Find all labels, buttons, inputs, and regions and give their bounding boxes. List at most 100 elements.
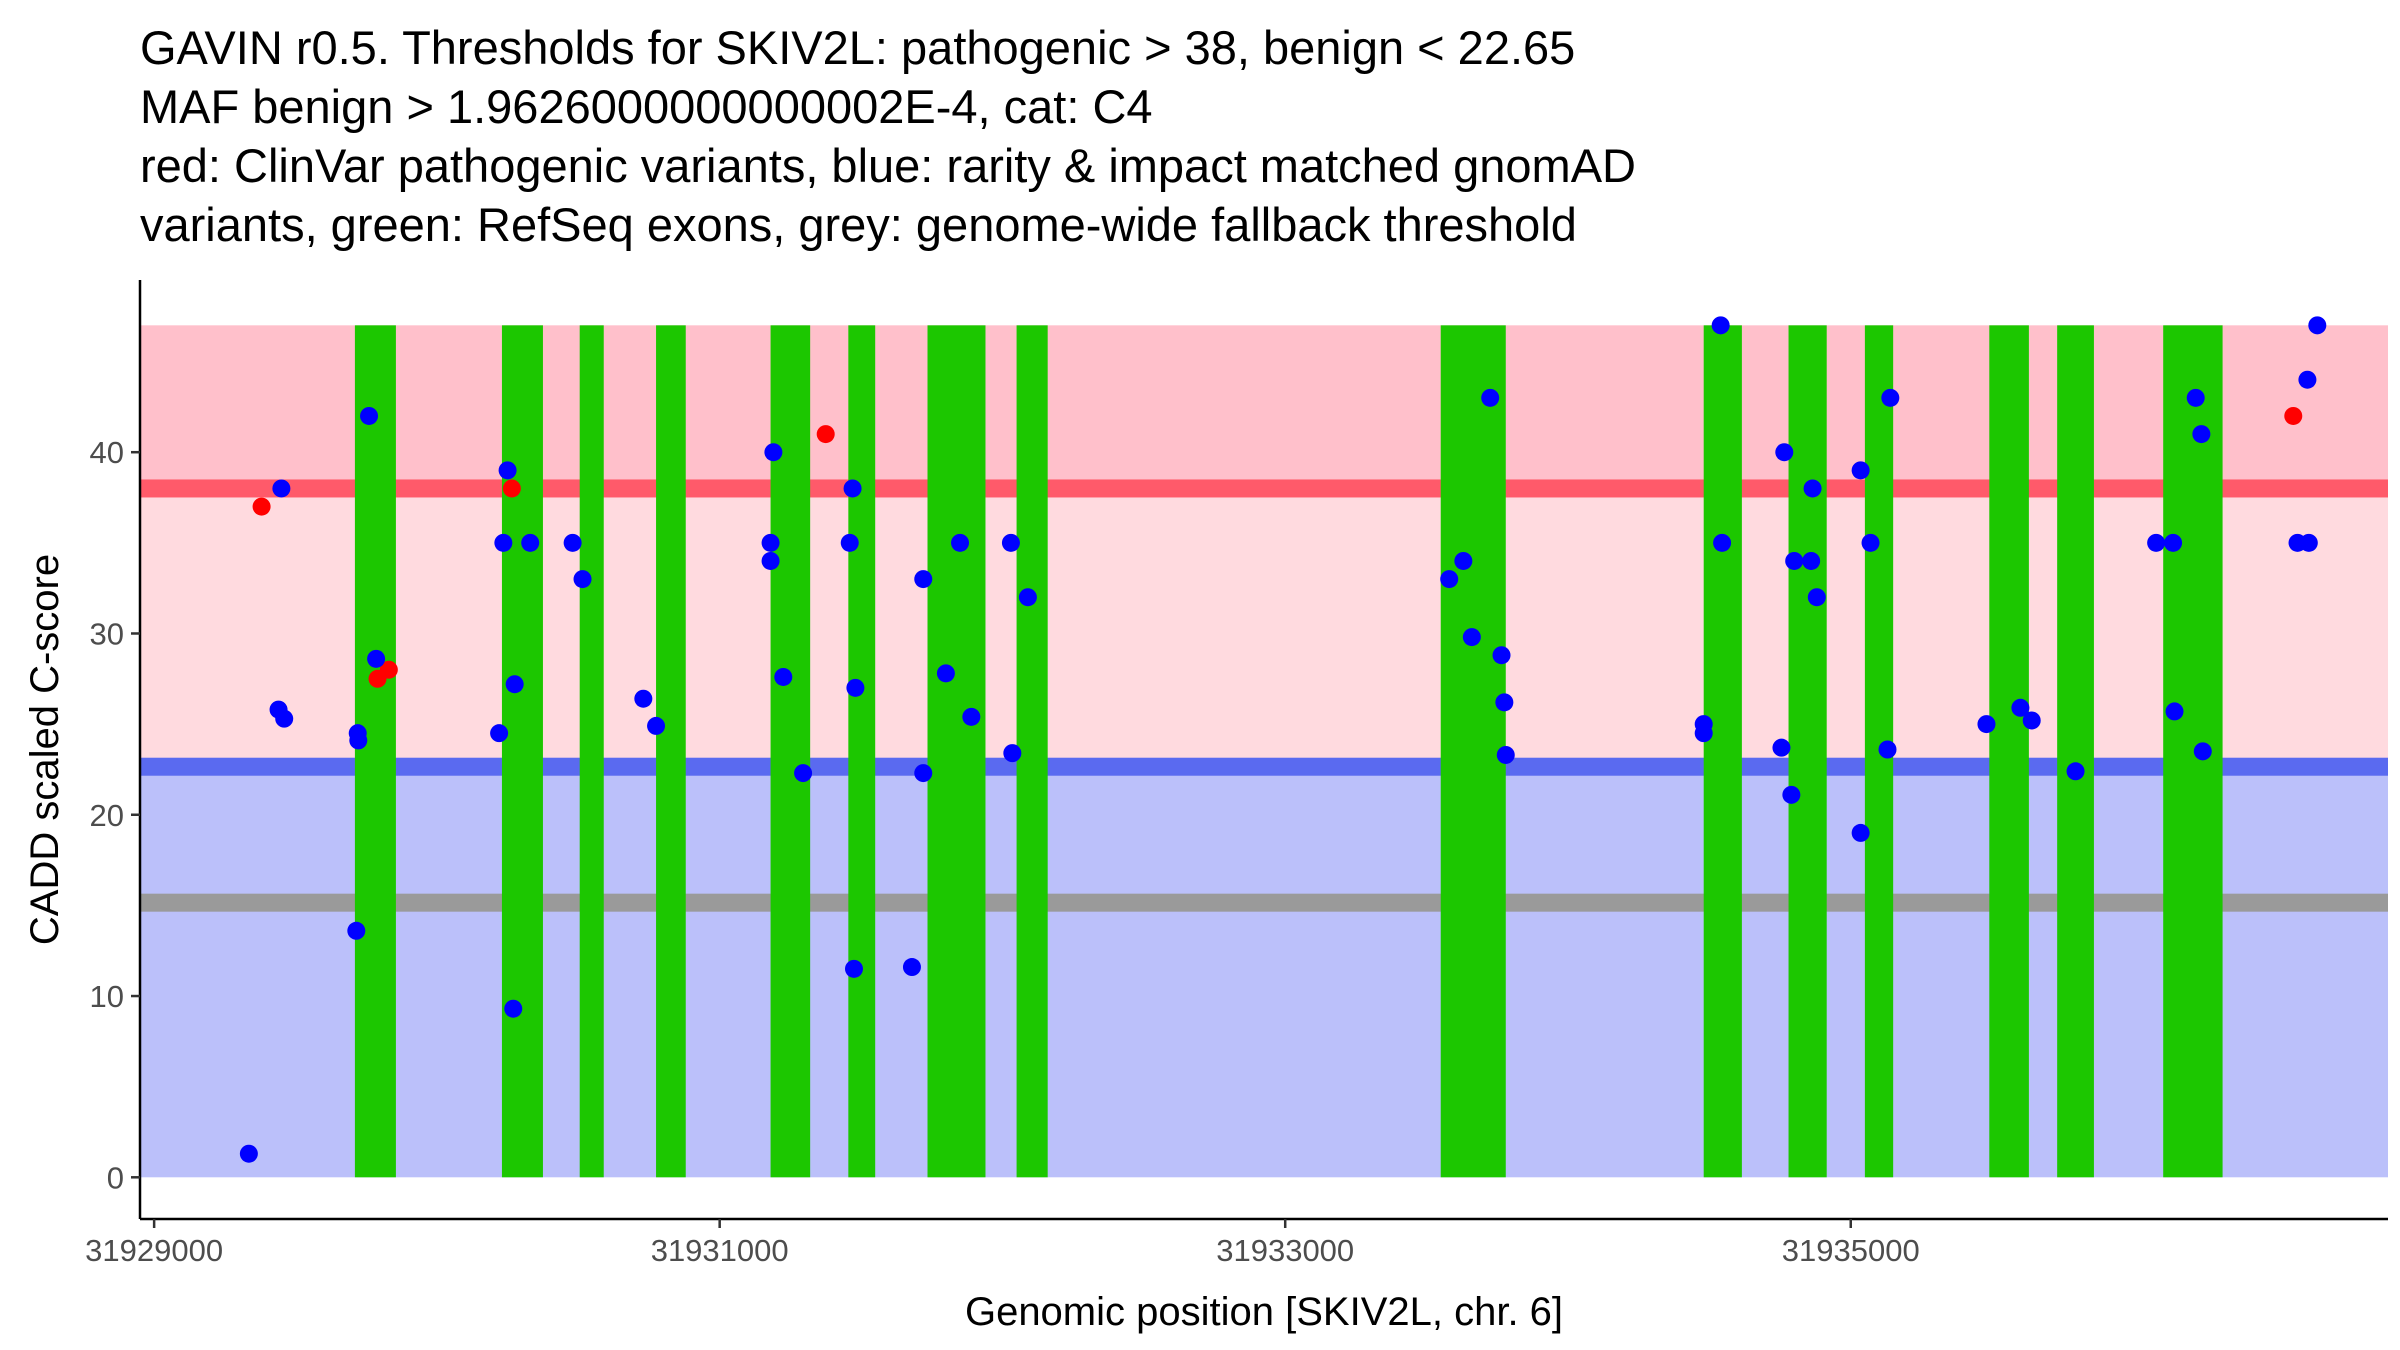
population-variant-point <box>761 533 780 552</box>
population-variant-point <box>1003 744 1022 763</box>
population-variant-point <box>914 570 933 589</box>
title-line: GAVIN r0.5. Thresholds for SKIV2L: patho… <box>140 21 1576 74</box>
title-line: MAF benign > 1.9626000000000002E-4, cat:… <box>140 80 1153 133</box>
population-variant-point <box>2308 316 2327 335</box>
population-variant-point <box>846 678 865 697</box>
population-variant-point <box>1492 646 1511 665</box>
population-variant-point <box>272 479 291 498</box>
population-variant-point <box>2186 388 2205 407</box>
population-variant-point <box>936 664 955 683</box>
population-variant-point <box>2298 370 2317 389</box>
exon-bar <box>2057 325 2094 1178</box>
population-variant-point <box>914 764 933 783</box>
population-variant-point <box>239 1144 258 1163</box>
population-variant-point <box>647 716 666 735</box>
population-variant-point <box>275 709 294 728</box>
population-variant-point <box>1772 738 1791 757</box>
population-variant-point <box>2022 711 2041 730</box>
pathogenic-threshold-line <box>140 479 2388 498</box>
pathogenic-zone <box>140 325 2388 489</box>
exon-bar <box>1016 325 1048 1178</box>
exon-bar <box>1788 325 1827 1178</box>
pathogenic-variant-point <box>379 660 398 679</box>
population-variant-point <box>563 533 582 552</box>
population-variant-point <box>761 551 780 570</box>
population-variant-point <box>1802 551 1821 570</box>
population-variant-point <box>2066 762 2085 781</box>
x-axis-label: Genomic position [SKIV2L, chr. 6] <box>965 1290 1563 1334</box>
population-variant-point <box>505 675 524 694</box>
pathogenic-variant-point <box>816 425 835 444</box>
x-tick-label: 31935000 <box>1782 1233 1920 1268</box>
x-tick-label: 31929000 <box>85 1233 223 1268</box>
population-variant-point <box>902 958 921 977</box>
exon-bar <box>1703 325 1742 1178</box>
population-variant-point <box>490 724 509 743</box>
y-tick-label: 0 <box>107 1160 124 1195</box>
title-line: variants, green: RefSeq exons, grey: gen… <box>140 198 1577 251</box>
population-variant-point <box>2165 702 2184 721</box>
y-tick-label: 30 <box>90 616 124 651</box>
population-variant-point <box>1861 533 1880 552</box>
threshold-bands <box>140 325 2388 1178</box>
population-variant-point <box>2299 533 2318 552</box>
population-variant-point <box>1711 316 1730 335</box>
population-variant-point <box>794 764 813 783</box>
exon-bar <box>1989 325 2029 1178</box>
population-variant-point <box>494 533 513 552</box>
y-axis-label: CADD scaled C-score <box>23 554 67 945</box>
fallback-threshold-line <box>140 893 2388 912</box>
population-variant-point <box>1462 628 1481 647</box>
exon-bar <box>1440 325 1506 1178</box>
population-variant-point <box>774 667 793 686</box>
y-tick-label: 40 <box>90 435 124 470</box>
exon-bar <box>770 325 811 1178</box>
exon-bar <box>656 325 686 1178</box>
population-variant-point <box>521 533 540 552</box>
chart-title: GAVIN r0.5. Thresholds for SKIV2L: patho… <box>140 18 2360 254</box>
axes <box>138 280 2388 1221</box>
population-variant-point <box>1018 588 1037 607</box>
population-variant-point <box>1977 715 1996 734</box>
population-variant-point <box>843 479 862 498</box>
population-variant-point <box>1001 533 1020 552</box>
title-line: red: ClinVar pathogenic variants, blue: … <box>140 139 1636 192</box>
population-variant-point <box>1495 693 1514 712</box>
exon-bars <box>354 325 2223 1178</box>
exon-bar <box>2163 325 2223 1178</box>
population-variant-point <box>1440 570 1459 589</box>
population-variant-point <box>2164 533 2183 552</box>
population-variant-point <box>1803 479 1822 498</box>
population-variant-point <box>367 649 386 668</box>
exon-bar <box>848 325 876 1178</box>
population-variant-point <box>962 707 981 726</box>
population-variant-point <box>1694 724 1713 743</box>
population-variant-point <box>2193 742 2212 761</box>
exon-bar <box>927 325 986 1178</box>
variant-points <box>239 316 2327 1163</box>
population-variant-point <box>951 533 970 552</box>
population-variant-point <box>2192 425 2211 444</box>
tick-marks: 0 10 20 30 40 31929000 31931000 31933000 3193500… <box>85 435 1920 1268</box>
population-variant-point <box>2147 533 2166 552</box>
pathogenic-variant-point <box>2284 406 2303 425</box>
population-variant-point <box>498 461 517 480</box>
population-variant-point <box>347 921 366 940</box>
population-variant-point <box>573 570 592 589</box>
population-variant-point <box>1713 533 1732 552</box>
intermediate-zone <box>140 488 2388 767</box>
x-tick-label: 31933000 <box>1216 1233 1354 1268</box>
population-variant-point <box>360 406 379 425</box>
population-variant-point <box>1878 740 1897 759</box>
population-variant-point <box>764 443 783 462</box>
exon-bar <box>579 325 604 1178</box>
population-variant-point <box>2011 698 2030 717</box>
exon-bar <box>354 325 396 1178</box>
population-variant-point <box>840 533 859 552</box>
population-variant-point <box>634 689 653 708</box>
y-tick-label: 20 <box>90 798 124 833</box>
benign-threshold-line <box>140 757 2388 776</box>
population-variant-point <box>1496 745 1515 764</box>
population-variant-point <box>844 959 863 978</box>
